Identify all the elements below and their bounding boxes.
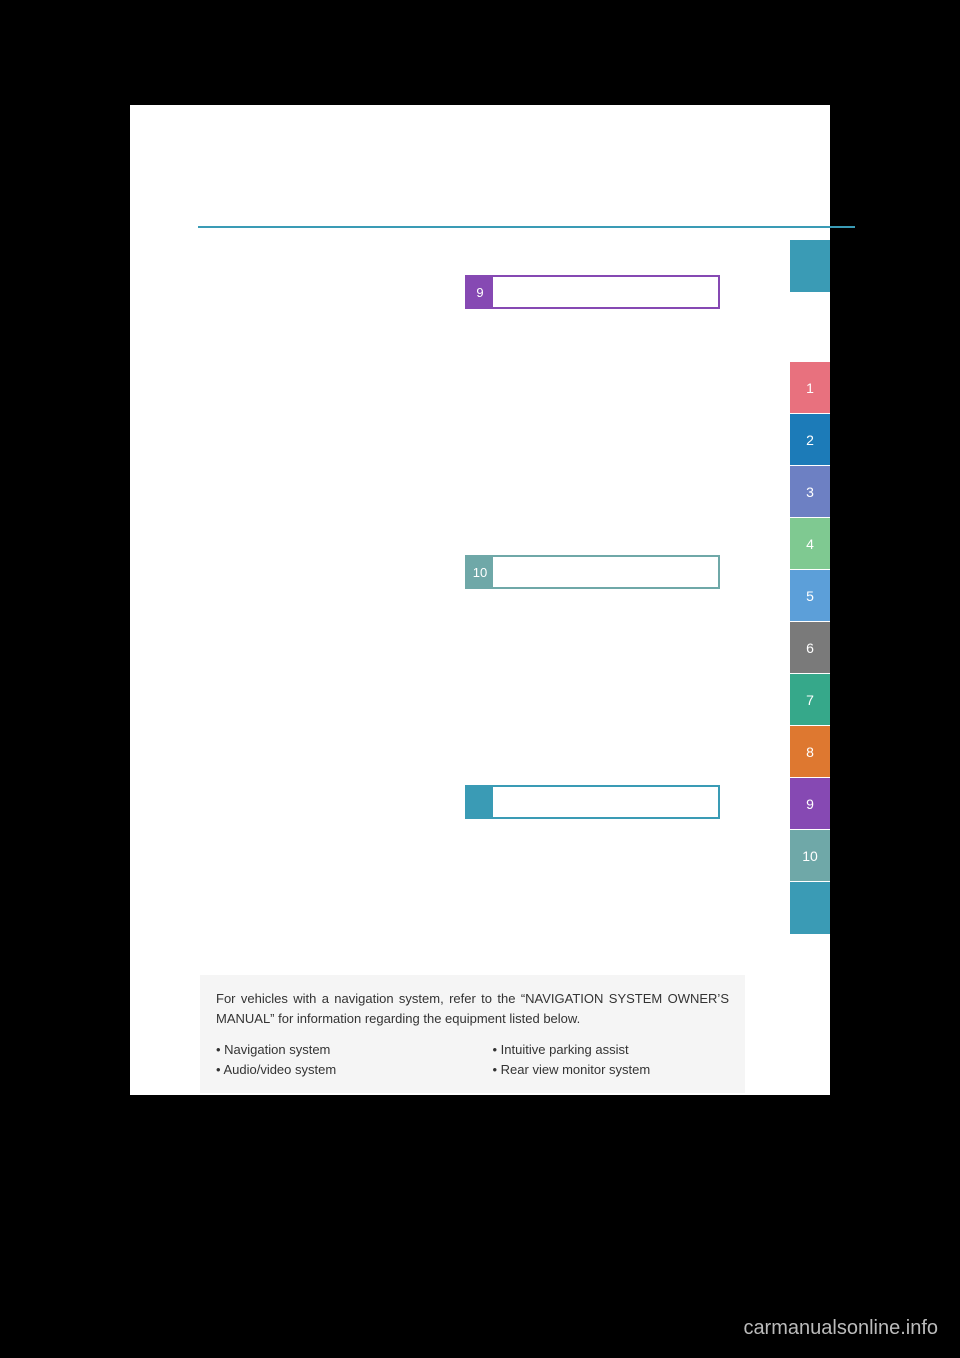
tab-blank-2 <box>790 908 830 934</box>
info-item: Navigation system <box>216 1040 453 1060</box>
section-number: 9 <box>467 277 493 307</box>
tab-8[interactable]: 8 <box>790 726 830 778</box>
info-box: For vehicles with a navigation system, r… <box>200 975 745 1093</box>
tab-7[interactable]: 7 <box>790 674 830 726</box>
info-col-1: Navigation system Audio/video system <box>216 1040 453 1079</box>
tab-gap <box>790 292 830 362</box>
info-item: Rear view monitor system <box>493 1060 730 1080</box>
info-lists: Navigation system Audio/video system Int… <box>216 1040 729 1079</box>
tab-6[interactable]: 6 <box>790 622 830 674</box>
tab-9[interactable]: 9 <box>790 778 830 830</box>
section-block-9: 9 <box>465 275 720 309</box>
page: 9 10 1 2 3 4 5 6 7 8 9 10 For vehicles w… <box>130 105 830 1095</box>
side-tabs: 1 2 3 4 5 6 7 8 9 10 <box>790 240 830 934</box>
section-block-index <box>465 785 720 819</box>
section-title <box>493 277 718 307</box>
info-col-2: Intuitive parking assist Rear view monit… <box>493 1040 730 1079</box>
tab-3[interactable]: 3 <box>790 466 830 518</box>
section-block-10: 10 <box>465 555 720 589</box>
section-number: 10 <box>467 557 493 587</box>
tab-4[interactable]: 4 <box>790 518 830 570</box>
tab-blank-1 <box>790 882 830 908</box>
tab-spacer-top <box>790 240 830 292</box>
tab-10[interactable]: 10 <box>790 830 830 882</box>
tab-5[interactable]: 5 <box>790 570 830 622</box>
section-title <box>493 787 718 817</box>
info-item: Audio/video system <box>216 1060 453 1080</box>
tab-2[interactable]: 2 <box>790 414 830 466</box>
tab-1[interactable]: 1 <box>790 362 830 414</box>
header-divider <box>198 226 855 228</box>
section-title <box>493 557 718 587</box>
info-item: Intuitive parking assist <box>493 1040 730 1060</box>
section-number <box>467 787 493 817</box>
watermark: carmanualsonline.info <box>743 1317 938 1340</box>
info-intro: For vehicles with a navigation system, r… <box>216 989 729 1028</box>
